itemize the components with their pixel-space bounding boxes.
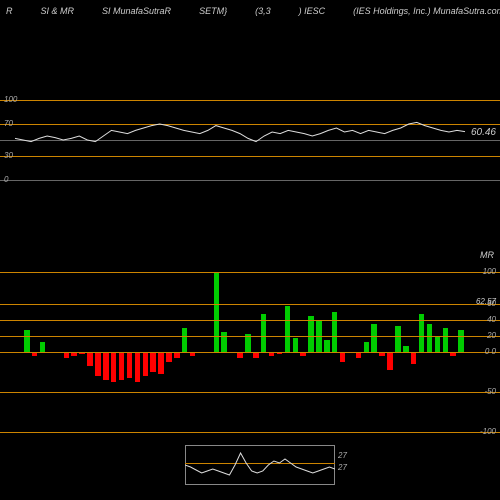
mid-tick-label: 40 bbox=[487, 315, 496, 324]
mid-gridline bbox=[0, 304, 500, 305]
mini-line-svg bbox=[185, 445, 335, 485]
mid-tick-label: 20 bbox=[487, 331, 496, 340]
top-current-value: 60.46 bbox=[471, 127, 496, 138]
mid-tick-label: 0 0 bbox=[485, 347, 496, 356]
mid-gridline bbox=[0, 272, 500, 273]
mid-gridline bbox=[0, 352, 500, 353]
mid-tick-label: -100 bbox=[480, 427, 496, 436]
top-line-svg bbox=[0, 0, 500, 500]
mid-gridline bbox=[0, 336, 500, 337]
mid-gridline bbox=[0, 392, 500, 393]
mini-label: 27 bbox=[338, 451, 347, 460]
mid-current-value: 62.57 bbox=[476, 297, 496, 306]
mid-gridline bbox=[0, 320, 500, 321]
mini-label: 27 bbox=[338, 463, 347, 472]
chart-root: R SI & MR SI MunafaSutraR SETM} (3,3 ) I… bbox=[0, 0, 500, 500]
mid-tick-label: -50 bbox=[484, 387, 496, 396]
mr-label: MR bbox=[480, 250, 494, 260]
mid-tick-label: 100 bbox=[483, 267, 496, 276]
mid-gridline bbox=[0, 432, 500, 433]
